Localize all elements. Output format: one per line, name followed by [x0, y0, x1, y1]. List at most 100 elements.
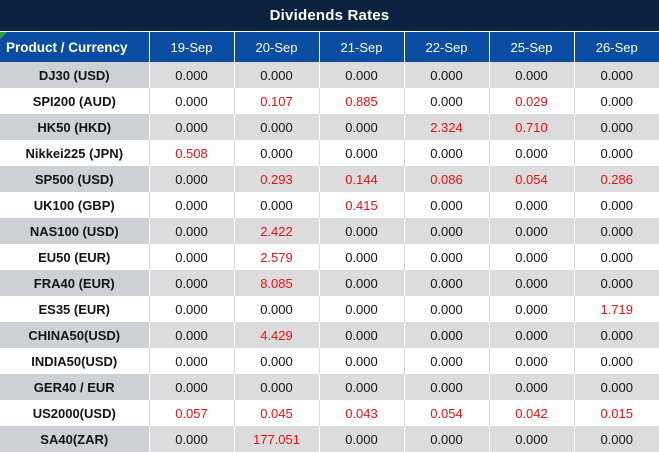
page-title: Dividends Rates — [269, 7, 390, 24]
rate-cell: 0.000 — [318, 114, 404, 140]
title-bar: Dividends Rates — [0, 0, 659, 31]
green-corner-marker-icon — [0, 32, 7, 39]
rate-cell: 0.000 — [573, 140, 659, 166]
rate-cell: 0.710 — [488, 114, 574, 140]
table-row: US2000(USD) 0.057 0.045 0.043 0.054 0.042 0.01… — [0, 400, 659, 426]
date-column-header: 22-Sep — [403, 31, 489, 62]
product-label: EU50 (EUR) — [0, 244, 149, 270]
rate-cell: 0.000 — [318, 62, 404, 88]
rate-cell: 0.508 — [148, 140, 234, 166]
rate-cell: 0.000 — [318, 426, 404, 452]
rate-cell: 0.000 — [148, 114, 234, 140]
table-row: NAS100 (USD) 0.000 2.422 0.000 0.000 0.000 0.0… — [0, 218, 659, 244]
rate-cell: 0.054 — [403, 400, 489, 426]
rate-cell: 0.000 — [403, 244, 489, 270]
rate-cell: 0.000 — [233, 348, 319, 374]
product-label: SPI200 (AUD) — [0, 88, 149, 114]
rate-cell: 0.043 — [318, 400, 404, 426]
date-column-header: 25-Sep — [488, 31, 574, 62]
rate-cell: 0.000 — [488, 374, 574, 400]
rate-cell: 0.000 — [403, 296, 489, 322]
rate-cell: 0.000 — [233, 140, 319, 166]
product-label: SA40(ZAR) — [0, 426, 149, 452]
rate-cell: 0.015 — [573, 400, 659, 426]
rate-cell: 0.293 — [233, 166, 319, 192]
table-row: Nikkei225 (JPN) 0.508 0.000 0.000 0.000 0.000… — [0, 140, 659, 166]
rate-cell: 0.000 — [318, 322, 404, 348]
table-row: SP500 (USD) 0.000 0.293 0.144 0.086 0.054 0.28… — [0, 166, 659, 192]
product-label: DJ30 (USD) — [0, 62, 149, 88]
rate-cell: 0.000 — [403, 218, 489, 244]
rate-cell: 0.000 — [233, 62, 319, 88]
rate-cell: 0.107 — [233, 88, 319, 114]
rate-cell: 0.000 — [488, 348, 574, 374]
rate-cell: 0.000 — [233, 114, 319, 140]
table-row: DJ30 (USD) 0.000 0.000 0.000 0.000 0.000 0.000 — [0, 62, 659, 88]
rate-cell: 2.422 — [233, 218, 319, 244]
rate-cell: 0.000 — [573, 218, 659, 244]
product-currency-header-label: Product / Currency — [6, 39, 128, 55]
rate-cell: 0.000 — [573, 374, 659, 400]
rate-cell: 0.042 — [488, 400, 574, 426]
rate-cell: 0.000 — [488, 270, 574, 296]
rate-cell: 0.000 — [403, 140, 489, 166]
product-label: Nikkei225 (JPN) — [0, 140, 149, 166]
product-label: INDIA50(USD) — [0, 348, 149, 374]
rate-cell: 0.000 — [488, 322, 574, 348]
rate-cell: 0.000 — [148, 218, 234, 244]
rate-cell: 8.085 — [233, 270, 319, 296]
rate-cell: 0.000 — [573, 322, 659, 348]
rate-cell: 0.000 — [573, 62, 659, 88]
rate-cell: 0.000 — [148, 296, 234, 322]
rate-cell: 2.579 — [233, 244, 319, 270]
rate-cell: 4.429 — [233, 322, 319, 348]
product-label: NAS100 (USD) — [0, 218, 149, 244]
rate-cell: 0.000 — [148, 426, 234, 452]
rate-cell: 0.000 — [573, 270, 659, 296]
rate-cell: 0.000 — [403, 62, 489, 88]
table-row: CHINA50(USD) 0.000 4.429 0.000 0.000 0.000 0.0… — [0, 322, 659, 348]
table-row: FRA40 (EUR) 0.000 8.085 0.000 0.000 0.000 0.00… — [0, 270, 659, 296]
rate-cell: 0.000 — [148, 62, 234, 88]
rate-cell: 0.000 — [573, 426, 659, 452]
rate-cell: 0.000 — [318, 140, 404, 166]
rate-cell: 0.885 — [318, 88, 404, 114]
rate-cell: 0.000 — [318, 348, 404, 374]
rate-cell: 0.000 — [573, 192, 659, 218]
product-label: US2000(USD) — [0, 400, 149, 426]
table-row: INDIA50(USD) 0.000 0.000 0.000 0.000 0.000 0.0… — [0, 348, 659, 374]
product-label: FRA40 (EUR) — [0, 270, 149, 296]
rate-cell: 0.000 — [573, 114, 659, 140]
rate-cell: 0.000 — [488, 218, 574, 244]
product-label: GER40 / EUR — [0, 374, 149, 400]
table-row: SA40(ZAR) 0.000 177.051 0.000 0.000 0.000 0.00… — [0, 426, 659, 452]
rate-cell: 0.000 — [148, 348, 234, 374]
rate-cell: 1.719 — [573, 296, 659, 322]
rate-cell: 0.045 — [233, 400, 319, 426]
rate-cell: 0.000 — [233, 192, 319, 218]
table-row: HK50 (HKD) 0.000 0.000 0.000 2.324 0.710 0.000 — [0, 114, 659, 140]
rate-cell: 0.000 — [318, 270, 404, 296]
rate-cell: 0.000 — [148, 192, 234, 218]
rate-cell: 0.000 — [488, 296, 574, 322]
table-header-row: Product / Currency 19-Sep 20-Sep 21-Sep 22-S… — [0, 31, 659, 62]
rate-cell: 0.000 — [148, 270, 234, 296]
rate-cell: 2.324 — [403, 114, 489, 140]
rate-cell: 0.000 — [403, 374, 489, 400]
rate-cell: 0.000 — [573, 348, 659, 374]
date-column-header: 20-Sep — [233, 31, 319, 62]
rate-cell: 0.000 — [573, 244, 659, 270]
rate-cell: 0.000 — [403, 426, 489, 452]
rate-cell: 0.000 — [488, 140, 574, 166]
rate-cell: 0.000 — [488, 62, 574, 88]
date-column-header: 19-Sep — [148, 31, 234, 62]
rate-cell: 0.000 — [148, 166, 234, 192]
rate-cell: 0.000 — [488, 244, 574, 270]
rate-cell: 0.000 — [148, 322, 234, 348]
rate-cell: 0.144 — [318, 166, 404, 192]
rate-cell: 0.000 — [233, 374, 319, 400]
rate-cell: 0.000 — [403, 348, 489, 374]
rate-cell: 0.000 — [488, 192, 574, 218]
table-row: GER40 / EUR 0.000 0.000 0.000 0.000 0.000 0.00… — [0, 374, 659, 400]
rate-cell: 0.415 — [318, 192, 404, 218]
